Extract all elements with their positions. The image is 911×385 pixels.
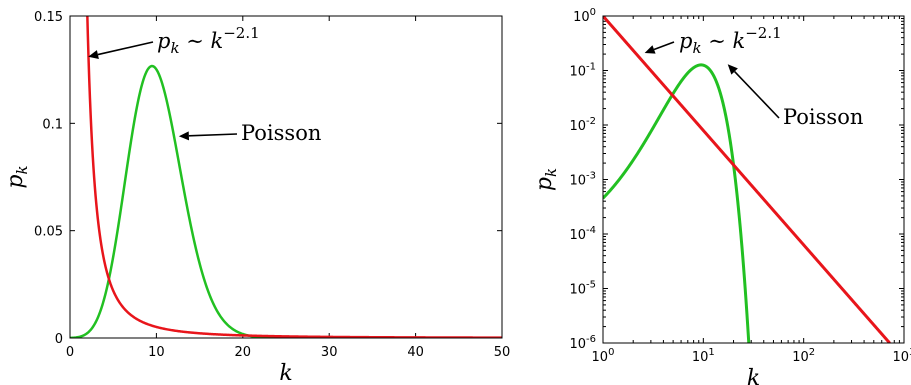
annotation-middle: ∼ k: [702, 29, 746, 53]
poisson-annotation: Poisson: [241, 121, 321, 145]
y-axis-label: pk: [3, 165, 31, 188]
y-tick-exponent: -1: [586, 62, 596, 73]
y-axis-label: pk: [532, 168, 560, 191]
chart-2: 10010110210310-610-510-410-310-210-1100k…: [532, 7, 911, 385]
x-tick-label: 103: [893, 347, 911, 365]
x-tick-label: 20: [235, 345, 252, 360]
y-tick-label: 0: [55, 332, 63, 347]
x-tick-label: 0: [66, 345, 74, 360]
x-tick-label: 100: [592, 347, 615, 365]
y-tick-base: 10: [569, 337, 586, 352]
y-tick-exponent: 0: [590, 7, 596, 18]
power-law-annotation: pk ∼ k−2.1: [157, 24, 260, 57]
x-axis-label: k: [747, 366, 760, 385]
annotation-arrow-head: [727, 64, 738, 75]
x-tick-label: 101: [692, 347, 715, 365]
annotation-arrow-line: [653, 41, 675, 51]
annotation-exponent: −2.1: [223, 24, 259, 42]
y-tick-base: 10: [573, 10, 590, 25]
plot-frame: [602, 15, 905, 344]
y-tick-base: 10: [569, 65, 586, 80]
x-tick-base: 10: [893, 350, 910, 365]
annotation-arrow-line: [97, 41, 154, 56]
y-tick-base: 10: [569, 119, 586, 134]
y-tick-label: 0.1: [42, 117, 63, 132]
y-tick-label: 0.15: [34, 10, 63, 25]
y-axis-label-base: p: [3, 175, 28, 189]
x-tick-label: 40: [407, 345, 424, 360]
annotation-exponent: −2.1: [745, 24, 781, 42]
y-tick-exponent: -2: [586, 116, 596, 127]
annotation-base: p: [157, 29, 170, 53]
y-tick-base: 10: [569, 283, 586, 298]
y-tick-exponent: -5: [586, 280, 596, 291]
x-tick-label: 50: [494, 345, 511, 360]
x-tick-exponent: 1: [708, 347, 714, 358]
annotation-arrow-line: [734, 70, 780, 119]
y-tick-label: 100: [573, 7, 596, 25]
power-law-annotation: pk ∼ k−2.1: [679, 24, 782, 57]
y-tick-label: 10-1: [569, 62, 596, 80]
y-tick-label: 10-2: [569, 116, 596, 134]
poisson-curve: [603, 63, 751, 343]
annotation-middle: ∼ k: [180, 29, 224, 53]
y-tick-base: 10: [569, 228, 586, 243]
annotation-base: p: [679, 29, 692, 53]
x-tick-base: 10: [792, 350, 809, 365]
x-tick-exponent: 0: [608, 347, 614, 358]
x-tick-base: 10: [592, 350, 609, 365]
annotation-subscript: k: [170, 39, 179, 57]
y-axis-label-base: p: [532, 177, 557, 191]
plot-frame: [69, 15, 503, 339]
y-tick-exponent: -6: [586, 334, 596, 345]
x-tick-base: 10: [692, 350, 709, 365]
poisson-curve: [70, 64, 502, 338]
power-law-curve: [603, 16, 891, 343]
y-tick-label: 10-3: [569, 171, 596, 189]
y-tick-label: 0.05: [34, 225, 63, 240]
x-axis-label: k: [279, 361, 292, 385]
y-tick-base: 10: [569, 174, 586, 189]
x-tick-exponent: 2: [809, 347, 815, 358]
poisson-annotation: Poisson: [783, 105, 863, 129]
y-axis-label-subscript: k: [13, 165, 31, 174]
annotation-arrow-head: [88, 50, 99, 59]
annotation-arrow-line: [188, 133, 238, 137]
y-tick-exponent: -4: [586, 225, 596, 236]
y-axis-label-subscript: k: [542, 168, 560, 177]
power-law-curve: [86, 16, 502, 338]
x-tick-label: 10: [148, 345, 165, 360]
annotation-arrow-head: [178, 131, 190, 141]
annotation-arrow-head: [644, 45, 656, 54]
y-tick-label: 10-4: [569, 225, 596, 243]
x-tick-label: 30: [321, 345, 338, 360]
y-tick-label: 10-5: [569, 280, 596, 298]
y-tick-exponent: -3: [586, 171, 596, 182]
x-tick-exponent: 3: [909, 347, 911, 358]
annotation-subscript: k: [692, 39, 701, 57]
x-tick-label: 102: [792, 347, 815, 365]
y-tick-label: 10-6: [569, 334, 596, 352]
